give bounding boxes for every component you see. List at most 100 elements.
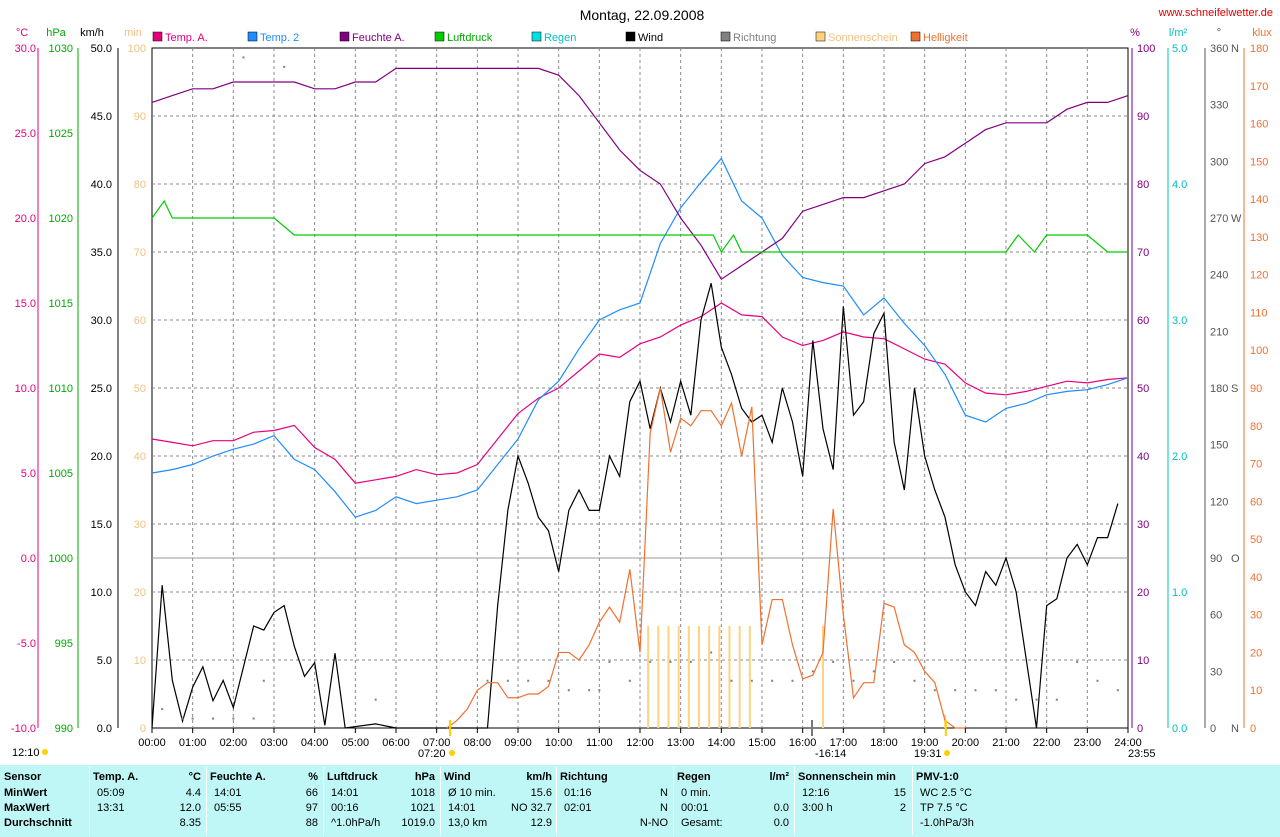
time-tick-label: 02:00	[220, 737, 248, 749]
summary-cell-label: 02:01	[564, 802, 592, 814]
direction-point	[262, 679, 265, 682]
direction-point	[710, 651, 713, 654]
axis-sunmin-tick: 0	[140, 723, 146, 735]
legend-swatch	[152, 31, 163, 42]
summary-cell-label: 13:31	[97, 802, 125, 814]
direction-point	[628, 679, 631, 682]
summary-column: Temp. A. °C 05:09 4.4 13:31 12.0 8.35	[93, 765, 205, 837]
legend-swatch	[720, 31, 731, 42]
summary-cell-label: Durchschnitt	[4, 817, 72, 829]
legend-label: Temp. A.	[165, 32, 208, 44]
axis-wind-tick: 20.0	[91, 451, 112, 463]
direction-point	[212, 717, 214, 720]
axis-wind-tick: 5.0	[97, 655, 112, 667]
summary-cell-value: 2	[899, 802, 906, 814]
chart-title: Montag, 22.09.2008	[580, 7, 705, 23]
summary-cell-label: 0 min.	[681, 787, 711, 799]
summary-cell-label: Gesamt:	[681, 817, 723, 829]
axis-sunmin-tick: 60	[134, 315, 146, 327]
time-tick-label: 03:00	[260, 737, 288, 749]
wind-line	[151, 283, 1119, 729]
axis-direction-tick: 120	[1210, 496, 1228, 508]
moon-end-label: 23:55	[1128, 748, 1156, 760]
time-tick-label: 22:00	[1033, 737, 1061, 749]
axis-sunmin-tick: 90	[134, 111, 146, 123]
direction-point	[893, 660, 896, 663]
legend-label: Feuchte A.	[352, 32, 405, 44]
axis-klux-tick: 130	[1250, 232, 1268, 244]
summary-cell-value: 0.0	[773, 802, 789, 814]
summary-column: Sensor MinWert MaxWert Durchschnitt	[4, 765, 90, 837]
axis-pressure-tick: 1020	[49, 213, 73, 225]
axis-rain-tick: 0.0	[1172, 723, 1187, 735]
axis-unit: %	[1130, 27, 1140, 39]
sun-icon	[944, 750, 950, 756]
axes: 30.025.020.015.010.05.00.0-5.0-10.010301…	[11, 27, 1272, 749]
direction-point	[872, 670, 875, 673]
direction-point	[191, 717, 194, 720]
direction-point	[1076, 660, 1079, 663]
direction-point	[232, 717, 235, 720]
summary-cell-value: NO 32.7	[511, 802, 552, 814]
summary-header: Richtung	[560, 771, 608, 783]
time-tick-label: 05:00	[342, 737, 370, 749]
axis-pressure-tick: 1030	[49, 43, 73, 55]
axis-temp-tick: 0.0	[21, 553, 36, 565]
summary-separator	[673, 767, 674, 835]
time-tick-label: 07:00	[423, 737, 451, 749]
axis-klux-tick: 120	[1250, 270, 1268, 282]
direction-point	[547, 679, 550, 682]
direction-point	[598, 689, 601, 692]
axis-klux-tick: 180	[1250, 43, 1268, 55]
direction-point	[242, 56, 245, 59]
direction-point	[588, 689, 591, 692]
time-tick-label: 15:00	[748, 737, 776, 749]
legend-swatch	[434, 31, 445, 42]
direction-point	[852, 679, 855, 682]
summary-cell-value: 12.9	[530, 817, 552, 829]
summary-cell-value: 1018	[410, 787, 435, 799]
summary-cell-value: N	[660, 787, 668, 799]
axis-direction-tick: 360	[1210, 43, 1228, 55]
axis-klux-tick: 90	[1250, 383, 1262, 395]
axis-temp-tick: 15.0	[15, 298, 36, 310]
axis-rain-tick: 5.0	[1172, 43, 1187, 55]
time-tick-label: 12:00	[626, 737, 654, 749]
summary-unit: %	[308, 771, 318, 783]
axis-wind-tick: 45.0	[91, 111, 112, 123]
summary-unit: hPa	[414, 771, 435, 783]
axis-humidity-tick: 80	[1137, 179, 1149, 191]
summary-separator	[794, 767, 795, 835]
site-url[interactable]: www.schneifelwetter.de	[1158, 7, 1273, 19]
axis-direction-tick: 210	[1210, 326, 1228, 338]
summary-cell-label: -1.0hPa/3h	[920, 817, 974, 829]
summary-unit: km/h	[526, 771, 552, 783]
legend-label: Wind	[638, 32, 663, 44]
axis-wind-tick: 25.0	[91, 383, 112, 395]
axis-klux-tick: 20	[1250, 647, 1262, 659]
summary-header: Wind	[444, 771, 471, 783]
summary-header: Feuchte A.	[210, 771, 266, 783]
axis-sunmin-tick: 20	[134, 587, 146, 599]
axis-direction-tick: 0	[1210, 723, 1216, 735]
summary-cell-value: 1021	[410, 802, 435, 814]
moonset-label: -16:14	[815, 748, 846, 760]
direction-point	[161, 708, 164, 711]
direction-point	[1096, 679, 1099, 682]
summary-header: Luftdruck	[327, 771, 378, 783]
summary-cell-label: 12:16	[802, 787, 830, 799]
sun-icon	[449, 750, 455, 756]
axis-direction-letter: S	[1231, 383, 1238, 395]
time-tick-label: 06:00	[382, 737, 410, 749]
axis-wind-tick: 10.0	[91, 587, 112, 599]
axis-wind-tick: 15.0	[91, 519, 112, 531]
direction-point	[608, 660, 611, 663]
legend-swatch	[625, 31, 636, 42]
axis-pressure-tick: 1015	[49, 298, 73, 310]
time-tick-label: 11:00	[586, 737, 613, 749]
axis-rain-tick: 2.0	[1172, 451, 1187, 463]
direction-point	[181, 717, 184, 720]
summary-cell-label: 13,0 km	[448, 817, 488, 829]
summary-column: Feuchte A.% 14:01 66 05:55 97 88	[210, 765, 322, 837]
axis-klux-tick: 50	[1250, 534, 1262, 546]
